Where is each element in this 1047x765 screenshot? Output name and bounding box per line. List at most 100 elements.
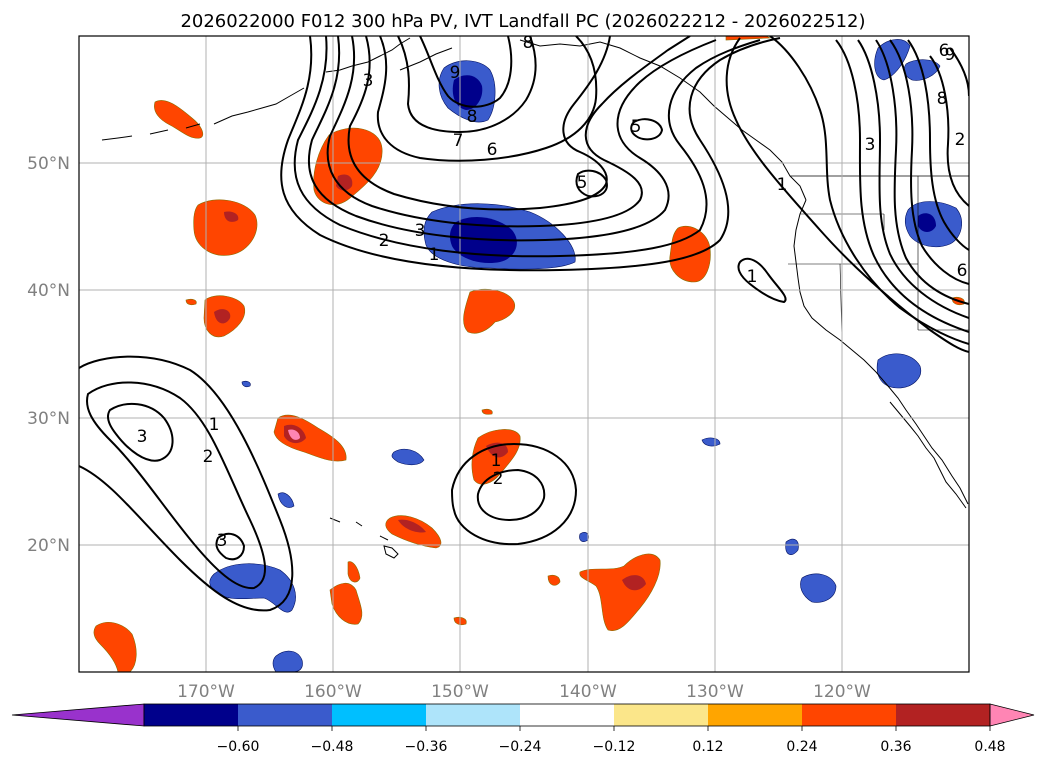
lon-tick-label: 130°W (686, 682, 744, 702)
lon-tick-label: 170°W (177, 682, 235, 702)
pos-anomaly (93, 622, 137, 672)
map-panel: 8 9 8 7 6 5 5 3 2 1 1 3 2 1 3 3 2 1 2 3 (78, 33, 970, 673)
contour-label: 6 (487, 140, 498, 160)
contour-line (347, 36, 611, 211)
pos-anomaly (193, 199, 258, 256)
contour-label: 3 (415, 221, 426, 241)
neg-anomaly (800, 573, 837, 603)
neg-anomaly (876, 353, 922, 389)
colorbar-tick-label: −0.60 (217, 739, 260, 755)
contour-line (107, 402, 174, 462)
lon-tick-labels: 170°W 160°W 150°W 140°W 130°W 120°W (177, 682, 871, 702)
aleutians (101, 87, 305, 141)
contour-label: 7 (453, 131, 464, 151)
colorbar-tick-label: −0.48 (311, 739, 354, 755)
colorbar-frame (143, 703, 991, 727)
colorbar-tick-label: 0.48 (974, 739, 1005, 755)
contour-label: 8 (523, 33, 534, 53)
colorbar-tick-label: 0.12 (692, 739, 723, 755)
contour-label: 2 (203, 447, 214, 467)
colorbar-tick-label: 0.24 (786, 739, 817, 755)
pos-anomaly (481, 408, 493, 415)
contour-label: 3 (865, 135, 876, 155)
colorbar-tick-label: −0.36 (405, 739, 448, 755)
pos-anomaly (313, 127, 383, 205)
colorbar-bin (802, 704, 896, 726)
neg-anomaly-core (918, 213, 936, 232)
contour-label: 2 (379, 231, 390, 251)
contour-line (875, 39, 969, 305)
contour-label: 1 (429, 245, 440, 265)
colorbar: −0.60 −0.48 −0.36 −0.24 −0.12 0.12 0.24 0.36 0.4… (11, 703, 1035, 755)
lon-tick-label: 140°W (559, 682, 617, 702)
alaska-coast (325, 37, 807, 201)
contour-line (575, 169, 608, 198)
contour-labels: 8 9 8 7 6 5 5 3 2 1 1 3 2 1 3 3 2 1 2 3 (137, 33, 968, 551)
contour-line (215, 532, 246, 561)
contour-label: 8 (467, 107, 478, 127)
contour-line (293, 36, 761, 258)
pos-anomaly (154, 100, 204, 139)
contour-label: 8 (937, 89, 948, 109)
contour-label: 5 (631, 117, 642, 137)
contour-label: 3 (363, 71, 374, 91)
contour-label: 2 (493, 469, 504, 489)
contour-label: 1 (747, 267, 758, 287)
pos-anomaly (347, 561, 361, 583)
map-background (79, 36, 969, 672)
colorbar-tick-label: 0.36 (880, 739, 911, 755)
contour-line (630, 118, 664, 141)
contour-line (307, 36, 717, 242)
map-frame (78, 35, 970, 673)
colorbar-bin (614, 704, 708, 726)
contour-line (929, 55, 969, 207)
neg-anomaly (272, 650, 303, 672)
contour-label: 1 (209, 415, 220, 435)
contour-label: 6 (957, 261, 968, 281)
hawaii (329, 517, 399, 559)
neg-anomaly (785, 538, 799, 555)
lat-tick-labels: 50°N 40°N 30°N 20°N (27, 154, 70, 556)
lat-tick-label: 50°N (27, 154, 70, 174)
contour-label: 9 (450, 63, 461, 83)
contour-label: 3 (137, 427, 148, 447)
negative-pv-anomalies (209, 39, 962, 672)
contour-label: 9 (945, 45, 956, 65)
pos-anomaly-pink (288, 429, 300, 440)
pos-anomaly (185, 298, 197, 306)
pos-anomaly (725, 36, 772, 41)
contour-line (889, 39, 969, 285)
contour-line (835, 39, 969, 333)
contour-line (376, 36, 598, 162)
colorbar-bin (426, 704, 520, 726)
figure-title: 2026022000 F012 300 hPa PV, IVT Landfall… (180, 11, 865, 32)
contour-label: 1 (777, 175, 788, 195)
contour-line (280, 36, 781, 272)
lon-tick-label: 160°W (304, 682, 362, 702)
contour-line (419, 36, 513, 108)
lat-tick-label: 30°N (27, 409, 70, 429)
ivt-contours (79, 36, 969, 612)
north-america-coast (793, 199, 969, 505)
contour-label: 1 (491, 451, 502, 471)
neg-anomaly (391, 448, 425, 466)
pos-anomaly (463, 289, 516, 334)
pos-anomaly (579, 553, 661, 631)
colorbar-bin (896, 704, 990, 726)
colorbar-bin (144, 704, 238, 726)
contour-line (86, 381, 266, 590)
pos-anomaly-core (214, 309, 231, 324)
lon-tick-label: 120°W (813, 682, 871, 702)
contour-line (857, 39, 969, 319)
pos-anomaly (547, 574, 561, 586)
colorbar-extend-low (11, 703, 145, 727)
pos-anomaly (385, 515, 442, 549)
colorbar-bin (708, 704, 802, 726)
contour-line (326, 36, 691, 228)
pos-anomaly-core (622, 575, 646, 591)
contour-label: 2 (955, 130, 966, 150)
neg-anomaly (579, 532, 589, 542)
pos-anomaly-core (398, 519, 426, 533)
baja-coast (889, 401, 967, 509)
